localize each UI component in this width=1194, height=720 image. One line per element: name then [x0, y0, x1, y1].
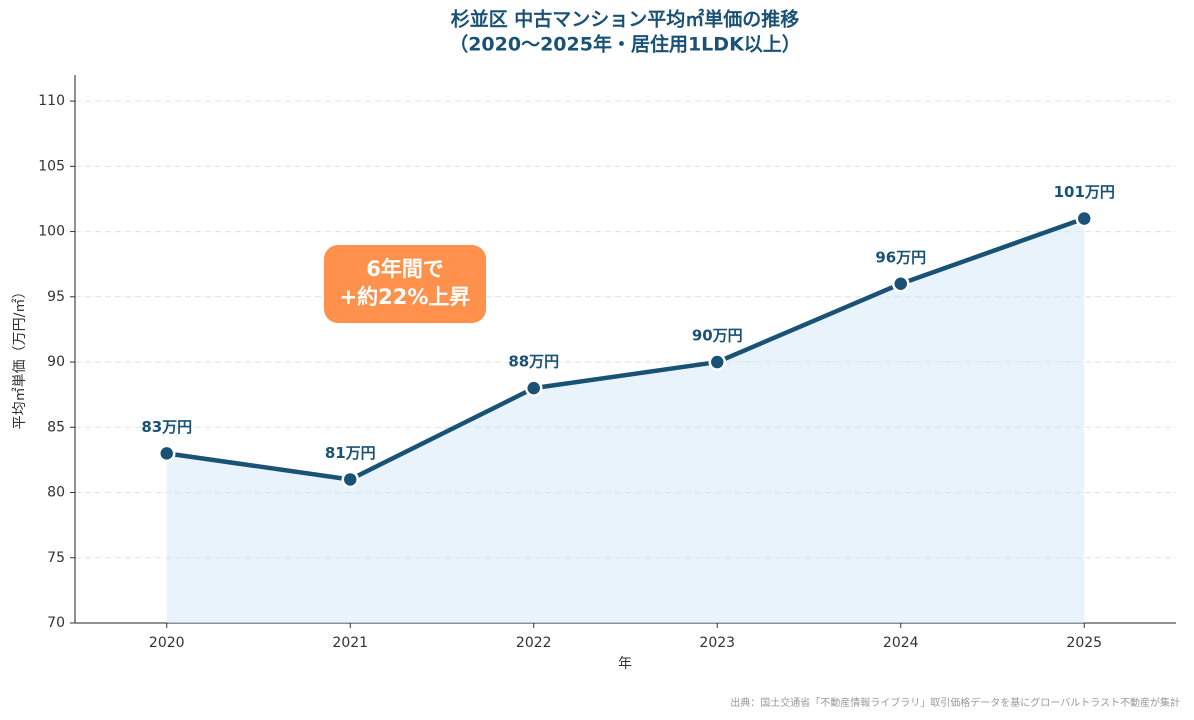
point — [525, 379, 543, 397]
value-label: 96万円 — [875, 248, 926, 266]
y-tick-label: 100 — [38, 224, 65, 240]
x-tick-label: 2021 — [332, 635, 368, 651]
value-label: 101万円 — [1054, 183, 1115, 201]
x-tick-label: 2022 — [516, 635, 552, 651]
source-note: 出典：国土交通省「不動産情報ライブラリ」取引価格データを基にグローバルトラスト不… — [730, 696, 1180, 709]
y-tick-label: 95 — [47, 289, 65, 305]
y-tick-label: 75 — [47, 550, 65, 566]
y-tick-label: 70 — [47, 615, 65, 631]
y-tick-label: 90 — [47, 354, 65, 370]
area — [166, 218, 1085, 623]
x-tick-label: 2023 — [699, 635, 735, 651]
x-tick-label: 2025 — [1066, 635, 1102, 651]
point — [158, 444, 176, 463]
point — [1075, 209, 1093, 228]
x-axis-label: 年 — [618, 656, 632, 672]
y-tick-label: 105 — [38, 158, 65, 174]
annotation-text: 6年間で — [366, 257, 444, 281]
point — [892, 275, 910, 293]
annotation-box — [324, 245, 486, 323]
chart-title: 杉並区 中古マンション平均㎡単価の推移 — [451, 8, 800, 31]
value-label: 90万円 — [692, 327, 743, 345]
y-axis-label: 平均㎡単価（万円/㎡） — [12, 285, 28, 430]
line — [166, 216, 1086, 482]
x-tick-label: 2024 — [883, 635, 919, 651]
value-label: 81万円 — [325, 444, 376, 462]
annotation-text: +約22%上昇 — [340, 285, 471, 309]
point — [341, 470, 359, 489]
point — [708, 353, 726, 371]
y-tick-label: 110 — [38, 93, 65, 109]
value-label: 83万円 — [141, 418, 192, 436]
y-tick-label: 85 — [47, 419, 65, 435]
x-tick-label: 2020 — [149, 635, 185, 651]
chart-subtitle: （2020〜2025年・居住用1LDK以上） — [449, 33, 801, 56]
y-tick-label: 80 — [47, 485, 65, 501]
value-label: 88万円 — [508, 353, 559, 371]
